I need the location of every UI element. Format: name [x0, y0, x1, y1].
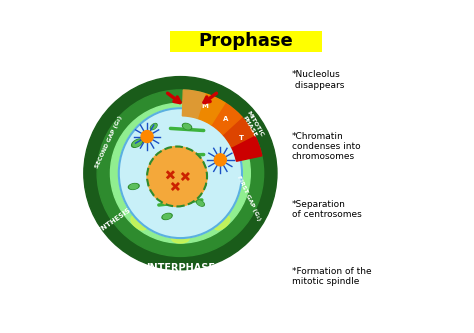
Text: A: A — [223, 116, 229, 122]
FancyBboxPatch shape — [170, 31, 322, 52]
Text: INTERPHASE: INTERPHASE — [146, 263, 215, 273]
Wedge shape — [223, 117, 255, 147]
Wedge shape — [211, 103, 242, 135]
Text: M: M — [201, 104, 208, 110]
Ellipse shape — [214, 216, 230, 230]
Ellipse shape — [197, 201, 203, 205]
Circle shape — [214, 154, 227, 166]
Ellipse shape — [151, 124, 156, 129]
Ellipse shape — [150, 124, 157, 130]
Ellipse shape — [128, 183, 139, 189]
Text: MITOTIC
PHASE: MITOTIC PHASE — [240, 110, 264, 140]
Ellipse shape — [133, 140, 141, 147]
Circle shape — [141, 131, 153, 143]
Text: *Formation of the
mitotic spindle: *Formation of the mitotic spindle — [292, 267, 372, 286]
Text: *Chromatin
condenses into
chromosomes: *Chromatin condenses into chromosomes — [292, 132, 361, 162]
Text: Prophase: Prophase — [199, 32, 293, 50]
Wedge shape — [197, 94, 225, 125]
Circle shape — [84, 77, 277, 270]
Wedge shape — [231, 135, 262, 161]
Ellipse shape — [130, 184, 138, 189]
Text: FIRST GAP (G₁): FIRST GAP (G₁) — [236, 175, 261, 221]
Ellipse shape — [163, 214, 171, 219]
Text: *Separation
of centrosomes: *Separation of centrosomes — [292, 200, 362, 219]
Text: T: T — [239, 135, 245, 141]
Ellipse shape — [131, 216, 146, 230]
Text: *Nucleolus
 disappears: *Nucleolus disappears — [292, 70, 344, 90]
Ellipse shape — [171, 233, 190, 243]
Text: SYNTHESIS: SYNTHESIS — [92, 206, 132, 236]
Ellipse shape — [196, 200, 204, 206]
Text: SECOND GAP (G₂): SECOND GAP (G₂) — [94, 115, 123, 168]
Ellipse shape — [132, 139, 143, 147]
Circle shape — [110, 103, 250, 243]
Circle shape — [147, 147, 207, 206]
Ellipse shape — [119, 108, 242, 238]
Ellipse shape — [183, 124, 191, 129]
Wedge shape — [182, 90, 205, 119]
Ellipse shape — [162, 213, 172, 219]
Circle shape — [97, 90, 264, 256]
Ellipse shape — [182, 124, 191, 130]
